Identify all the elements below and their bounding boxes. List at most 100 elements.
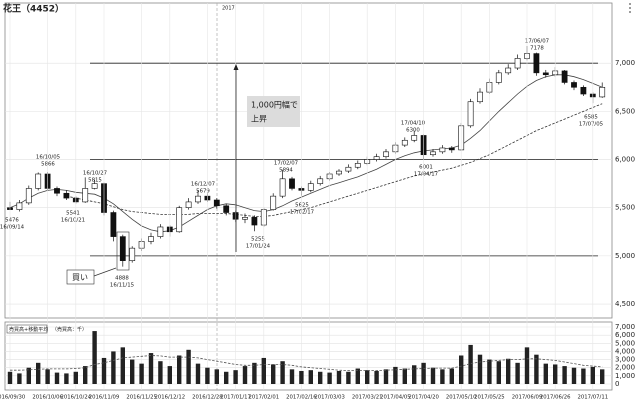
volume-bar xyxy=(487,359,492,384)
price-annotation: 17/06/07 xyxy=(525,39,549,45)
volume-bar xyxy=(581,368,586,384)
candle-body xyxy=(213,199,220,207)
candle-body xyxy=(571,82,577,88)
candle-body xyxy=(16,202,23,210)
callout-box xyxy=(247,96,300,127)
price-annotation: 16/10/27 xyxy=(83,171,107,177)
x-tick-label: 2017/02/16 xyxy=(286,395,317,401)
x-tick-label: 2016/11/09 xyxy=(89,395,120,401)
candle-body xyxy=(467,101,474,127)
price-annotation: 5894 xyxy=(279,168,293,174)
candle-body xyxy=(242,217,248,220)
volume-bar xyxy=(139,363,144,384)
volume-bar xyxy=(515,362,520,384)
plot-layer: 7,000 6,500 6,000 5,500 5,000 4,500 547616/09/… xyxy=(0,3,635,401)
buy-arrow xyxy=(93,267,117,277)
menu-dot xyxy=(629,7,631,9)
volume-bar xyxy=(430,367,436,384)
candle-body xyxy=(514,58,521,69)
volume-bar xyxy=(355,368,360,384)
menu-icon[interactable] xyxy=(629,3,631,13)
volume-bar xyxy=(111,351,116,384)
volume-bar xyxy=(73,371,78,384)
volume-bar xyxy=(242,366,248,384)
menu-dot xyxy=(629,3,631,5)
volume-bar xyxy=(468,344,473,384)
y-tick-label: 2,000 xyxy=(615,364,635,372)
candle-body xyxy=(542,72,549,76)
volume-frame xyxy=(4,321,613,391)
volume-bar xyxy=(261,357,266,384)
volume-bar xyxy=(36,362,41,384)
price-frame xyxy=(4,2,613,319)
volume-bar xyxy=(449,368,454,384)
candle-body xyxy=(495,72,502,83)
candle-body xyxy=(157,226,164,237)
volume-bar xyxy=(64,373,69,384)
volume-bar xyxy=(186,349,191,384)
x-tick-label: 2017/05/10 xyxy=(446,395,477,401)
x-tick-label: 2016/10/06 xyxy=(32,395,63,401)
candle-body xyxy=(430,151,436,156)
y-tick-label: 7,000 xyxy=(615,323,635,331)
volume-bar xyxy=(393,366,398,384)
candle-body xyxy=(561,70,568,83)
volume-bar xyxy=(534,354,539,384)
volume-bar xyxy=(45,369,50,384)
volume-bar xyxy=(17,373,22,384)
y-tick-label: 6,000 xyxy=(615,156,635,164)
price-annotation: 5541 xyxy=(66,211,80,217)
candle-body xyxy=(401,139,408,146)
candle-body xyxy=(91,183,98,189)
y-tick-label: 6,000 xyxy=(615,331,635,339)
y-tick-label: 0 xyxy=(615,380,619,388)
candle-body xyxy=(289,178,295,189)
volume-bar xyxy=(402,368,407,384)
price-annotation: 6001 xyxy=(419,165,433,171)
candle-body xyxy=(354,163,361,168)
y-tick-label: 4,500 xyxy=(615,300,635,308)
price-annotation: 5815 xyxy=(88,178,102,184)
menu-dot xyxy=(629,11,631,13)
volume-bar xyxy=(308,370,313,384)
price-annotation: 5866 xyxy=(41,162,55,168)
volume-bar xyxy=(496,361,501,384)
candle-body xyxy=(251,217,258,226)
volume-bar xyxy=(336,370,342,384)
price-annotation: 17/07/05 xyxy=(579,122,603,128)
price-annotation: 16/12/07 xyxy=(191,182,215,188)
volume-bar xyxy=(374,370,379,384)
x-tick-label: 2016/10/24 xyxy=(61,395,92,401)
candle-body xyxy=(307,183,314,191)
volume-title-box xyxy=(6,324,48,334)
candle-body xyxy=(599,86,606,98)
volume-bar xyxy=(289,369,295,384)
moving-average-line xyxy=(66,103,603,217)
x-tick-label: 2017/03/03 xyxy=(314,395,345,401)
volume-bar xyxy=(506,358,511,384)
price-annotation: 16/09/14 xyxy=(0,225,25,231)
candle-body xyxy=(223,205,230,213)
x-tick-label: 2016/12/12 xyxy=(155,395,186,401)
price-annotation: 16/11/15 xyxy=(110,283,134,289)
volume-bar xyxy=(543,363,548,384)
price-annotation: 17/02/07 xyxy=(274,161,298,167)
price-annotation: 6585 xyxy=(584,115,598,121)
price-annotation: 16/10/21 xyxy=(61,218,85,224)
price-annotation: 17/04/10 xyxy=(401,121,426,127)
candle-body xyxy=(185,201,192,209)
price-annotation: 5255 xyxy=(251,237,265,243)
volume-bar xyxy=(83,366,88,384)
volume-bar xyxy=(346,371,351,384)
x-tick-label: 2016/12/28 xyxy=(192,395,223,401)
candle-body xyxy=(336,170,342,175)
volume-bar xyxy=(553,364,558,384)
volume-bar xyxy=(524,347,530,384)
volume-bar xyxy=(421,362,426,384)
callout-text: 1,000円幅で xyxy=(251,100,298,110)
candle-body xyxy=(580,86,587,95)
y-tick-label: 5,000 xyxy=(615,252,635,260)
x-tick-label: 2017/04/20 xyxy=(408,395,439,401)
x-tick-label: 2016/11/25 xyxy=(126,395,157,401)
